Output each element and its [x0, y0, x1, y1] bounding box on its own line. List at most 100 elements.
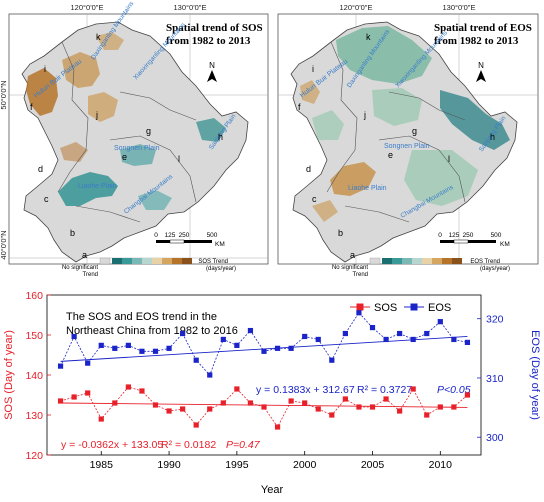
right-y-tick-label: 320 — [486, 314, 504, 326]
data-point-eos — [329, 357, 335, 363]
right-y-tick-label: 310 — [486, 373, 504, 385]
x-tick-label: 2005 — [361, 459, 385, 471]
lat-label-40: 40°0'0"N — [0, 230, 8, 259]
data-point-eos — [261, 348, 267, 354]
svg-text:250: 250 — [463, 232, 474, 239]
data-point-eos — [112, 345, 118, 351]
place-name: Songnen Plain — [384, 143, 430, 150]
svg-text:N: N — [209, 61, 215, 70]
data-point-eos — [464, 339, 471, 346]
region-letter: e — [122, 152, 127, 162]
data-point-sos — [57, 398, 64, 404]
lon-label-130: 130°0'0"E — [174, 3, 207, 12]
data-point-sos — [85, 390, 91, 396]
place-name: Songnen Plain — [114, 145, 160, 152]
lon-label-130: 130°0'0"E — [443, 3, 476, 12]
data-point-eos — [274, 345, 281, 351]
data-point-sos — [464, 392, 471, 398]
left-y-tick-label: 140 — [25, 370, 43, 382]
region-letter: a — [82, 250, 87, 260]
svg-text:500: 500 — [207, 232, 218, 239]
region-letter: a — [350, 250, 355, 260]
svg-text:SOS Trend: SOS Trend — [198, 259, 228, 265]
legend-marker-eos — [410, 303, 418, 311]
right-axis-label: EOS (Day of year) — [529, 330, 541, 420]
eos-trend-map: 120°0'0"E 130°0'0"E Spatial trend of EOS… — [272, 0, 544, 278]
svg-text:KM: KM — [215, 241, 225, 248]
eos-trend-equation: y = 0.1383x + 312.67 R² = 0.3727 P<0.05 — [256, 384, 471, 396]
map-title-line2: from 1982 to 2013 — [434, 35, 519, 47]
region-letter: k — [366, 32, 371, 42]
region-letter: j — [363, 110, 366, 120]
data-point-sos — [437, 404, 443, 410]
data-point-sos — [342, 396, 348, 402]
region-letter: c — [44, 194, 49, 204]
data-point-sos — [207, 406, 213, 412]
map-title-line1: Spatial trend of SOS — [166, 22, 263, 34]
north-arrow-icon: N — [476, 61, 486, 82]
data-point-sos — [112, 400, 118, 406]
left-y-tick-label: 150 — [25, 330, 43, 342]
lat-label-50: 50°0'0"N — [0, 80, 8, 109]
data-point-sos — [302, 400, 308, 406]
svg-text:R² = 0.3727: R² = 0.3727 — [357, 384, 412, 396]
region-letter: l — [448, 154, 450, 164]
trend-color-legend: No significant Trend SOS Trend (days/yea… — [62, 257, 236, 278]
region-letter: h — [490, 132, 495, 142]
sos-map-svg: 120°0'0"E 130°0'0"E 50°0'0"N 40°0'0"N Sp… — [0, 0, 272, 278]
data-point-eos — [397, 330, 403, 337]
svg-text:0: 0 — [438, 232, 442, 239]
data-point-sos — [139, 388, 145, 394]
data-point-sos — [274, 424, 281, 430]
trend-color-legend: No significant Trend EOS Trend (days/yea… — [332, 257, 510, 278]
map-title-line1: Spatial trend of EOS — [434, 22, 532, 34]
svg-text:KM: KM — [500, 241, 510, 248]
region-letter: l — [178, 154, 180, 164]
data-point-sos — [247, 400, 254, 406]
data-point-sos — [397, 408, 403, 414]
region-letter: b — [70, 228, 75, 238]
data-point-sos — [180, 406, 186, 412]
data-point-eos — [383, 336, 389, 343]
x-tick-label: 1995 — [225, 459, 249, 471]
svg-text:No significant: No significant — [332, 265, 368, 271]
data-point-sos — [261, 404, 267, 410]
data-point-eos — [288, 345, 294, 351]
region-letter: g — [146, 126, 151, 136]
map-title-line2: from 1982 to 2013 — [166, 35, 251, 47]
data-point-eos — [180, 330, 186, 337]
region-letter: d — [38, 164, 43, 174]
data-point-sos — [315, 406, 321, 412]
data-point-eos — [57, 363, 64, 369]
x-tick-label: 1985 — [90, 459, 114, 471]
region-letter: h — [218, 132, 223, 142]
left-y-tick-label: 160 — [25, 290, 43, 302]
lon-label-120: 120°0'0"E — [340, 3, 373, 12]
x-tick-label: 2000 — [293, 459, 317, 471]
svg-text:125: 125 — [449, 232, 460, 239]
data-point-eos — [315, 336, 321, 343]
data-point-eos — [166, 345, 172, 351]
sos-trend-equation: y = -0.0362x + 133.05 R² = 0.0182 P=0.47 — [61, 439, 261, 451]
data-point-eos — [193, 357, 199, 363]
left-y-tick-label: 120 — [25, 450, 43, 462]
data-point-eos — [247, 327, 254, 334]
data-point-eos — [152, 348, 159, 354]
svg-text:Trend: Trend — [353, 272, 368, 278]
svg-text:500: 500 — [491, 232, 502, 239]
lon-label-120: 120°0'0"E — [71, 3, 104, 12]
scale-bar: 0 125 250 500 KM — [438, 232, 510, 248]
north-arrow-icon: N — [207, 61, 217, 82]
svg-text:(days/year): (days/year) — [480, 266, 510, 272]
region-letter: f — [298, 102, 301, 112]
svg-text:P=0.47: P=0.47 — [226, 439, 261, 451]
data-point-eos — [437, 319, 443, 325]
region-letter: d — [306, 164, 311, 174]
data-point-eos — [234, 342, 240, 348]
x-tick-label: 2010 — [429, 459, 453, 471]
region-letter: i — [312, 64, 314, 74]
svg-text:0: 0 — [154, 232, 158, 239]
data-point-eos — [424, 330, 430, 337]
data-point-sos — [152, 402, 159, 408]
data-point-eos — [98, 342, 104, 348]
